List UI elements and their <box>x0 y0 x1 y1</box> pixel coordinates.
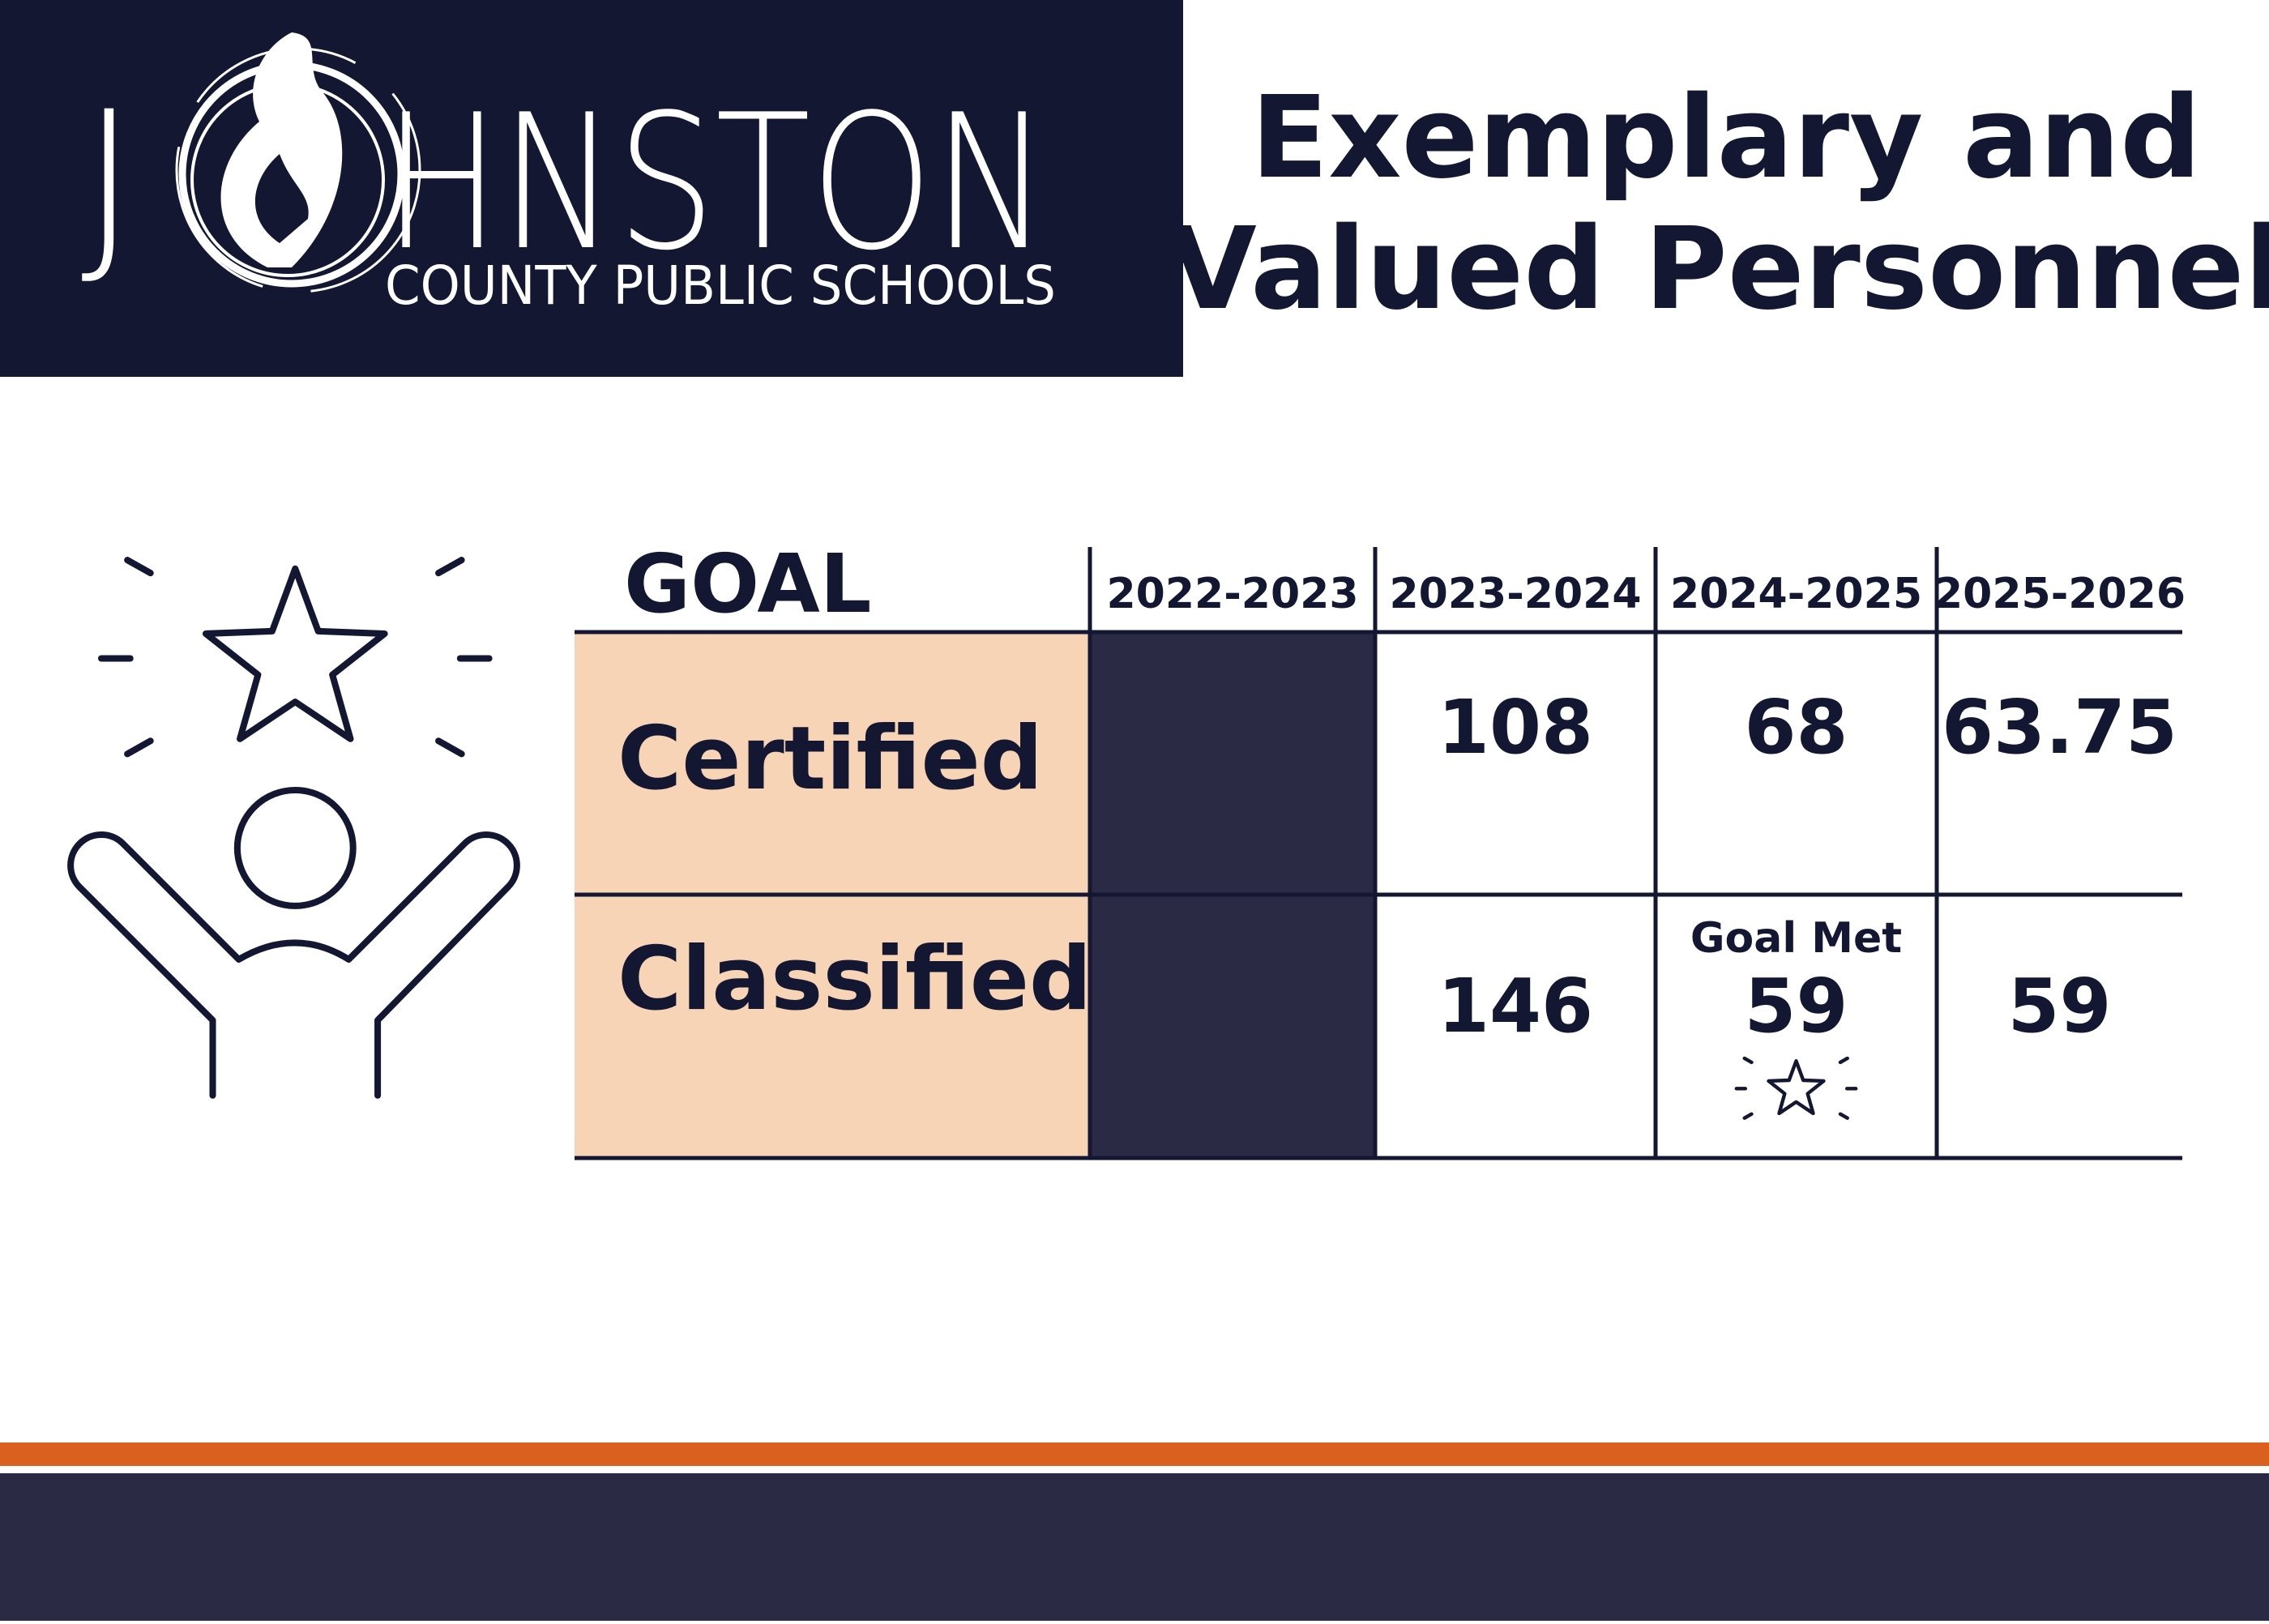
cell-value: 59 <box>2007 963 2111 1049</box>
star-icon <box>1736 1058 1857 1118</box>
row-label-cell <box>575 632 1090 895</box>
logo-emblem <box>175 32 421 293</box>
row-label: Classified <box>617 929 1092 1030</box>
goal-table: GOAL 2022-2023 2023-2024 2024-2025 2025-2026… <box>575 536 2186 1160</box>
column-header: 2023-2024 <box>1389 570 1641 618</box>
title-line: Valued Personnel <box>1169 203 2269 335</box>
row-label: Certified <box>617 708 1043 810</box>
achievement-icon <box>67 560 520 1099</box>
logo-subtitle: COUNTY PUBLIC SCHOOLS <box>385 254 1056 317</box>
cell-value: 108 <box>1438 684 1593 771</box>
goal-note: Goal Met <box>1690 914 1902 963</box>
column-header: 2022-2023 <box>1106 570 1358 618</box>
empty-cell <box>1090 895 1375 1158</box>
footer-bar <box>0 1473 2269 1621</box>
row-label-cell <box>575 895 1090 1158</box>
cell-value: 59 <box>1744 963 1848 1049</box>
table-header: GOAL <box>624 536 872 631</box>
cell-value: 63.75 <box>1942 684 2177 771</box>
logo-initial: J <box>81 71 137 293</box>
cell-value: 68 <box>1744 684 1848 771</box>
column-header: 2024-2025 <box>1670 570 1922 618</box>
logo-name: HNSTON <box>383 75 1049 292</box>
column-header: 2025-2026 <box>1934 570 2186 618</box>
empty-cell <box>1090 632 1375 895</box>
title-line: Exemplary and <box>1251 72 2202 204</box>
logo-background <box>0 0 1183 377</box>
cell-value: 146 <box>1438 963 1593 1049</box>
goal-met-star <box>1736 1058 1857 1118</box>
accent-bar <box>0 1442 2269 1466</box>
